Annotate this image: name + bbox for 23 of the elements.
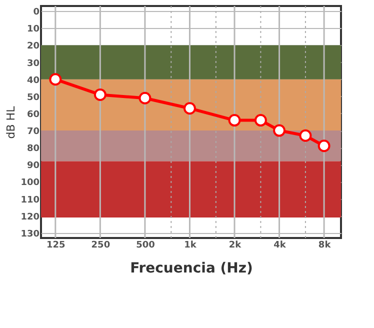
y-tick-label: 0 xyxy=(33,8,40,18)
x-tick-label: 2k xyxy=(228,240,242,250)
y-tick-label: 10 xyxy=(26,24,40,35)
x-tick-label: 125 xyxy=(46,240,66,250)
y-tick-label: 110 xyxy=(20,195,40,206)
y-tick-label: 20 xyxy=(26,42,40,52)
y-axis-title: dB HL xyxy=(4,105,18,139)
y-tick-label: 90 xyxy=(26,161,40,172)
x-axis-title: Frecuencia (Hz) xyxy=(130,260,253,276)
x-tick-label: 4k xyxy=(274,240,287,250)
x-tick-label: 250 xyxy=(91,240,110,250)
y-tick-label: 120 xyxy=(20,212,40,222)
x-tick-label: 1k xyxy=(184,240,198,250)
y-tick-label: 80 xyxy=(26,144,40,154)
y-tick-label: 60 xyxy=(26,110,40,120)
y-tick-label: 30 xyxy=(26,58,40,69)
y-tick-label: 130 xyxy=(20,229,40,240)
y-tick-label: 40 xyxy=(26,76,40,86)
x-tick-label: 8k xyxy=(318,240,332,250)
y-tick-label: 50 xyxy=(26,92,40,103)
y-tick-label: 70 xyxy=(26,127,40,138)
x-tick-label: 500 xyxy=(136,240,155,250)
y-tick-label: 100 xyxy=(20,178,40,188)
